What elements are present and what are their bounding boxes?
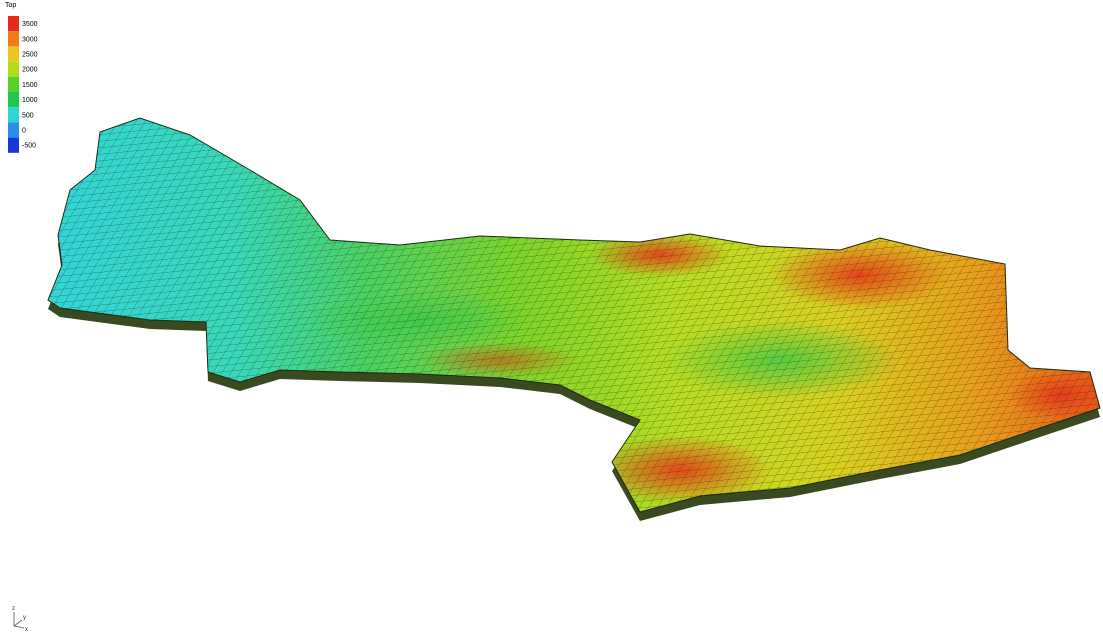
x-axis xyxy=(14,626,24,628)
legend-swatch xyxy=(8,16,19,31)
legend-label: 3500 xyxy=(22,21,38,28)
x-label: x xyxy=(25,627,28,633)
legend-swatch xyxy=(8,31,19,46)
legend-title: Top xyxy=(5,2,16,9)
legend-swatch xyxy=(8,122,19,137)
page: Top 3500 3000 2500 2000 1500 1000 500 0 -500 z y… xyxy=(0,0,1103,635)
legend-label: -500 xyxy=(22,143,36,150)
legend-swatch xyxy=(8,138,19,153)
legend-swatch xyxy=(8,77,19,92)
legend-label: 1500 xyxy=(22,82,38,89)
viewport: Top 3500 3000 2500 2000 1500 1000 500 0 -500 z y… xyxy=(0,0,1103,635)
legend-swatch xyxy=(8,62,19,77)
legend-label: 500 xyxy=(22,112,34,119)
y-axis xyxy=(14,620,22,626)
legend-label: 1000 xyxy=(22,97,38,104)
grid-model xyxy=(0,0,1103,635)
legend-label: 2000 xyxy=(22,67,38,74)
legend-swatch xyxy=(8,92,19,107)
y-label: y xyxy=(23,615,26,621)
legend-label: 3000 xyxy=(22,36,38,43)
axis-triad: z y x xyxy=(12,606,28,633)
legend-label: 2500 xyxy=(22,52,38,59)
legend-swatch xyxy=(8,46,19,61)
color-legend: Top 3500 3000 2500 2000 1500 1000 500 0 -500 xyxy=(5,2,38,153)
z-label: z xyxy=(12,606,15,612)
legend-label: 0 xyxy=(22,128,26,135)
legend-swatch xyxy=(8,107,19,122)
